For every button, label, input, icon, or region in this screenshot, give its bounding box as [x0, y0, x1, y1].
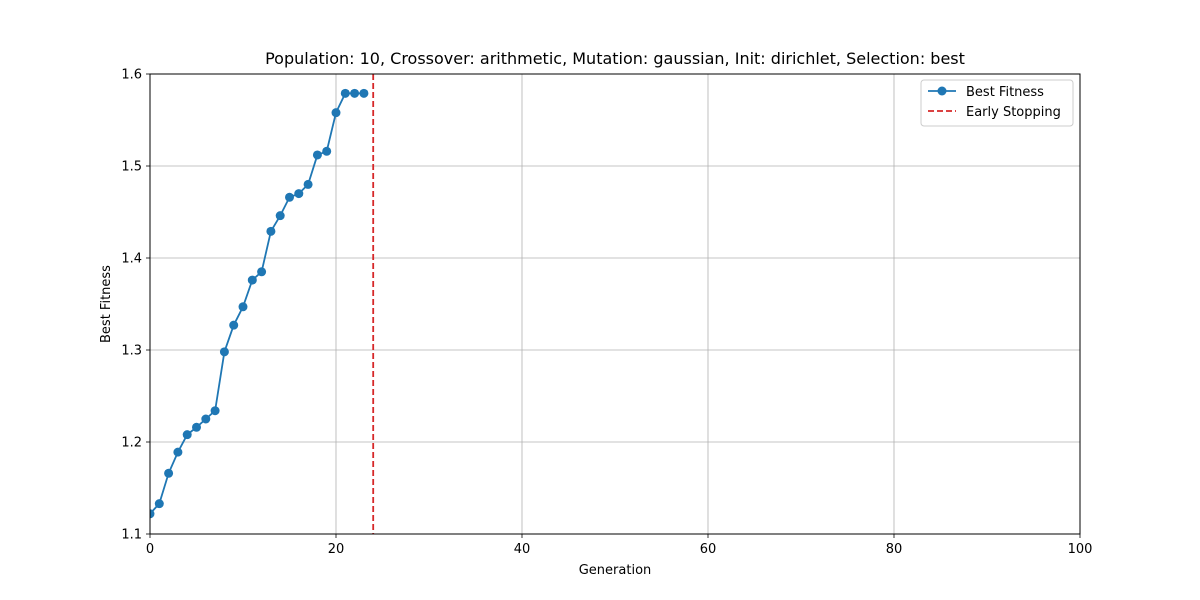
data-point	[154, 499, 164, 509]
x-tick-label: 60	[700, 542, 717, 557]
data-point	[266, 226, 276, 236]
data-point	[238, 302, 248, 312]
data-point	[210, 406, 220, 416]
data-point	[173, 447, 183, 457]
legend-early-stopping-label: Early Stopping	[966, 105, 1061, 120]
legend-best-fitness-marker	[937, 86, 947, 96]
data-point	[294, 189, 304, 199]
y-tick-label: 1.3	[121, 344, 142, 359]
data-point	[164, 468, 174, 478]
data-point	[331, 108, 341, 118]
y-tick-label: 1.5	[121, 160, 142, 175]
x-tick-label: 40	[514, 542, 531, 557]
x-tick-label: 80	[886, 542, 903, 557]
y-tick-label: 1.1	[121, 528, 142, 543]
data-point	[275, 211, 285, 221]
x-tick-label: 100	[1068, 542, 1093, 557]
x-axis-label: Generation	[579, 563, 652, 578]
legend-box	[920, 79, 1074, 127]
legend-best-fitness-label: Best Fitness	[966, 85, 1044, 100]
y-axis-ticks: 1.1 1.2 1.3 1.4 1.5 1.6	[121, 68, 150, 543]
plot-clip-group	[150, 74, 375, 534]
x-tick-label: 0	[146, 542, 154, 557]
x-axis-ticks: 0 20 40 60 80 100	[146, 534, 1093, 557]
x-tick-label: 20	[328, 542, 345, 557]
data-point	[201, 414, 211, 424]
chart-title: Population: 10, Crossover: arithmetic, M…	[265, 49, 965, 68]
data-point	[257, 267, 267, 277]
data-point	[340, 88, 350, 98]
plot-area	[150, 74, 375, 534]
data-point	[350, 88, 360, 98]
data-point	[303, 179, 313, 189]
data-point	[229, 320, 239, 330]
data-point	[192, 422, 201, 432]
data-point	[285, 192, 294, 202]
data-point	[219, 347, 229, 357]
y-tick-label: 1.4	[121, 252, 142, 267]
plot-frame	[149, 73, 1081, 535]
data-point	[312, 150, 322, 160]
legend: Best Fitness Early Stopping	[920, 79, 1074, 127]
y-tick-label: 1.6	[121, 68, 142, 83]
data-point	[247, 275, 257, 285]
y-tick-label: 1.2	[121, 436, 142, 451]
data-point	[182, 430, 192, 440]
data-point	[150, 509, 155, 519]
data-point	[322, 146, 332, 156]
data-point	[359, 88, 369, 98]
y-axis-label: Best Fitness	[99, 265, 114, 343]
